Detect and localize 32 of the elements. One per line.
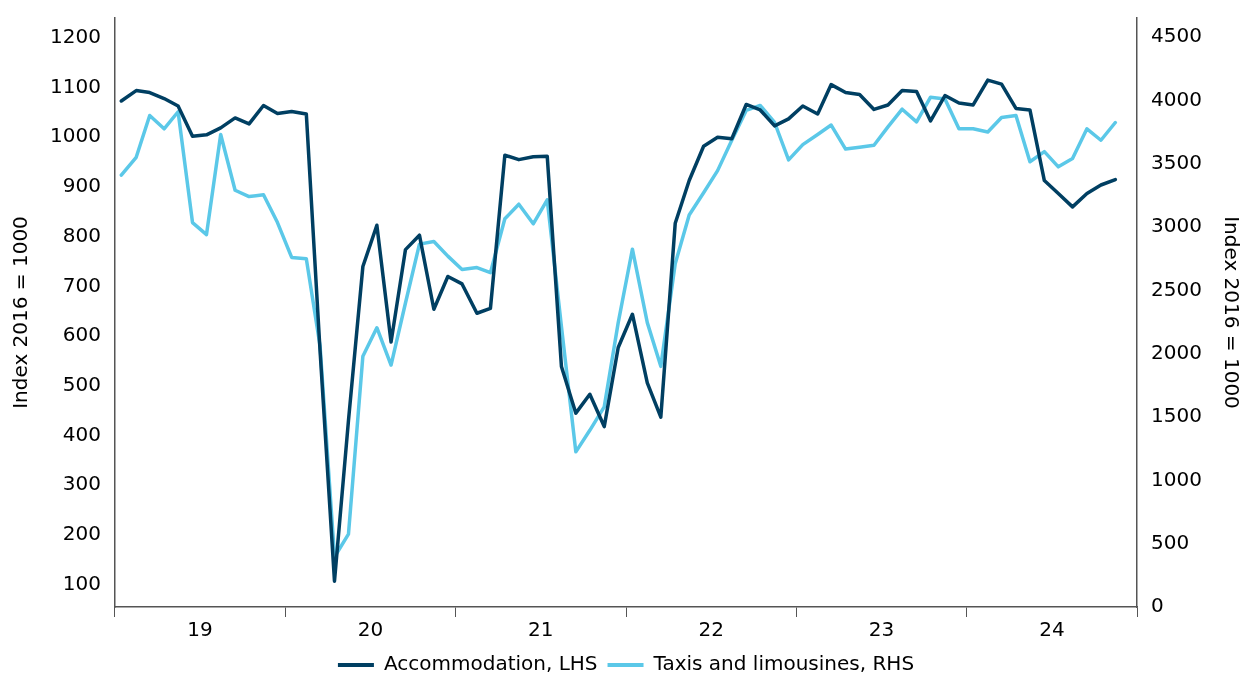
x-tick-label: 21 [528, 617, 554, 642]
y2-tick-label: 2500 [1151, 276, 1203, 301]
y-tick-label: 500 [62, 372, 101, 397]
y-tick-label: 200 [62, 521, 101, 546]
y-tick-label: 300 [62, 471, 101, 496]
y-tick-label: 1200 [49, 24, 101, 49]
y2-tick-label: 2000 [1151, 339, 1203, 364]
x-tick-label: 23 [868, 617, 895, 642]
y-tick-label: 700 [62, 272, 101, 297]
x-tick-label: 24 [1039, 617, 1065, 642]
y2-tick-label: 1000 [1151, 466, 1203, 491]
x-tick-label: 22 [698, 617, 724, 642]
y-tick-label: 1000 [49, 123, 101, 148]
x-tick-label: 19 [187, 617, 213, 642]
y-tick-label: 100 [62, 570, 101, 595]
y2-tick-label: 0 [1151, 593, 1164, 618]
y2-tick-label: 1500 [1151, 403, 1203, 428]
y2-tick-label: 3500 [1151, 149, 1203, 174]
y-tick-label: 600 [62, 322, 101, 347]
y-axis-title: Index 2016 = 1000 [8, 216, 33, 409]
legend-label: Accommodation, LHS [383, 651, 598, 676]
y2-axis-title: Index 2016 = 1000 [1219, 216, 1244, 409]
y2-tick-label: 4500 [1151, 23, 1203, 48]
y2-tick-label: 4000 [1151, 86, 1203, 111]
y-tick-label: 800 [62, 222, 101, 247]
y-tick-label: 400 [62, 421, 101, 446]
legend-label: Taxis and limousines, RHS [652, 651, 915, 676]
y-tick-label: 900 [62, 173, 101, 198]
y2-tick-label: 3000 [1151, 213, 1203, 238]
y2-tick-label: 500 [1151, 529, 1190, 554]
x-tick-label: 20 [357, 617, 384, 642]
y-tick-label: 1100 [49, 73, 101, 98]
